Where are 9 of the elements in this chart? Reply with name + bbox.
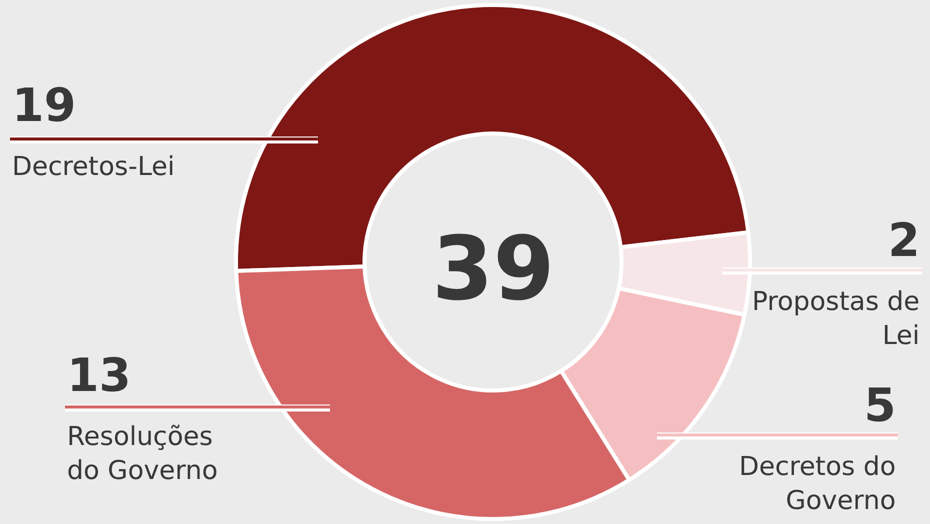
text: 39: [432, 217, 554, 320]
data-label: 2: [888, 213, 920, 267]
data-label: 13: [67, 348, 132, 402]
slice-label: Propostas de Lei: [752, 287, 920, 351]
slice-label: Decretos do Governo: [739, 452, 896, 516]
slice-label: Decretos-Lei: [12, 152, 175, 182]
slice-label: Resoluções do Governo: [67, 422, 218, 486]
data-label: 19: [12, 78, 76, 132]
data-label: 5: [864, 378, 896, 432]
